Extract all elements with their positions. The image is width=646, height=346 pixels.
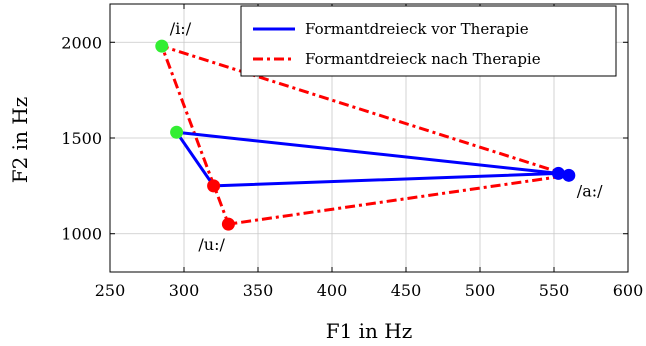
vowel-label: /a:/	[577, 181, 603, 200]
legend: Formantdreieck vor Therapie Formantdreie…	[240, 5, 617, 77]
x-tick-label: 450	[391, 281, 422, 300]
marker-u-before	[207, 179, 221, 193]
marker-a-before	[551, 166, 565, 180]
axes: 250 300 350 400 450 500 550 600 1000 1500 2000	[61, 3, 644, 300]
vowel-label: /u:/	[198, 235, 225, 254]
legend-label-before: Formantdreieck vor Therapie	[305, 20, 529, 38]
y-tick-label: 1500	[61, 129, 102, 148]
marker-u-after	[221, 217, 235, 231]
y-axis-title: F2 in Hz	[8, 97, 32, 184]
x-tick-label: 600	[613, 281, 644, 300]
vowel-labels: /i:/ /u:/ /a:/	[170, 19, 603, 254]
y-tick-label: 1000	[61, 225, 102, 244]
series-lines	[160, 44, 571, 226]
legend-box	[240, 5, 617, 77]
legend-label-after: Formantdreieck nach Therapie	[305, 50, 541, 68]
x-axis-title: F1 in Hz	[326, 319, 413, 343]
marker-i-after	[155, 39, 169, 53]
y-tick-label: 2000	[61, 33, 102, 52]
x-tick-label: 300	[169, 281, 200, 300]
x-tick-label: 550	[539, 281, 570, 300]
triangle-before-therapy	[175, 130, 560, 188]
x-tick-label: 350	[243, 281, 274, 300]
marker-i-before	[170, 125, 184, 139]
marker-a-after	[562, 168, 576, 182]
x-tick-label: 500	[465, 281, 496, 300]
x-tick-label: 400	[317, 281, 348, 300]
triangle-after-therapy	[160, 44, 571, 226]
x-tick-label: 250	[95, 281, 126, 300]
data-markers	[155, 39, 576, 231]
vowel-label: /i:/	[170, 19, 192, 38]
